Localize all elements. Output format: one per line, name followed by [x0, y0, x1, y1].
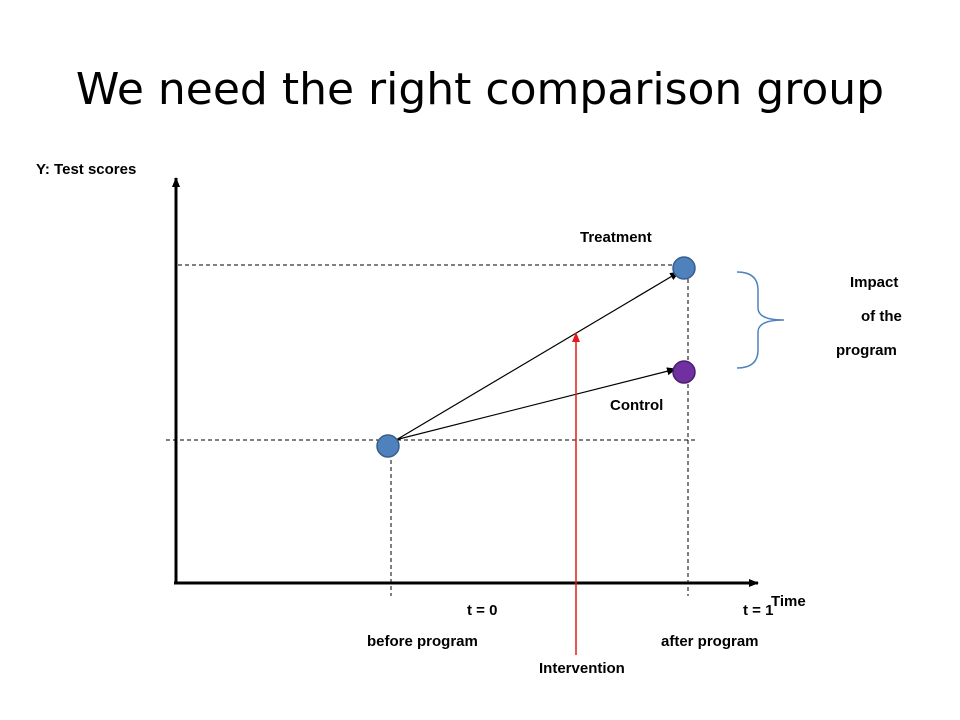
control-label: Control: [610, 397, 664, 414]
treatment-arrow: [390, 271, 680, 444]
impact-brace: [736, 271, 785, 369]
impact-label-line-2: of the: [861, 308, 902, 325]
slide-title: We need the right comparison group: [75, 64, 885, 115]
treatment-point: [672, 256, 696, 280]
impact-label-line-3: program: [836, 342, 897, 359]
impact-label-line-1: Impact: [850, 274, 899, 291]
baseline-point: [376, 434, 400, 458]
y-axis-label: Y: Test scores: [36, 161, 137, 178]
control-arrow: [390, 367, 677, 442]
t0-label: t = 0: [467, 602, 498, 619]
intervention-label: Intervention: [539, 660, 625, 677]
treatment-label: Treatment: [580, 229, 652, 246]
t1-label: t = 1: [743, 602, 774, 619]
control-point: [672, 360, 696, 384]
x-axis-label: Time: [771, 593, 806, 610]
t1-sublabel: after program: [661, 633, 759, 650]
t0-sublabel: before program: [367, 633, 478, 650]
